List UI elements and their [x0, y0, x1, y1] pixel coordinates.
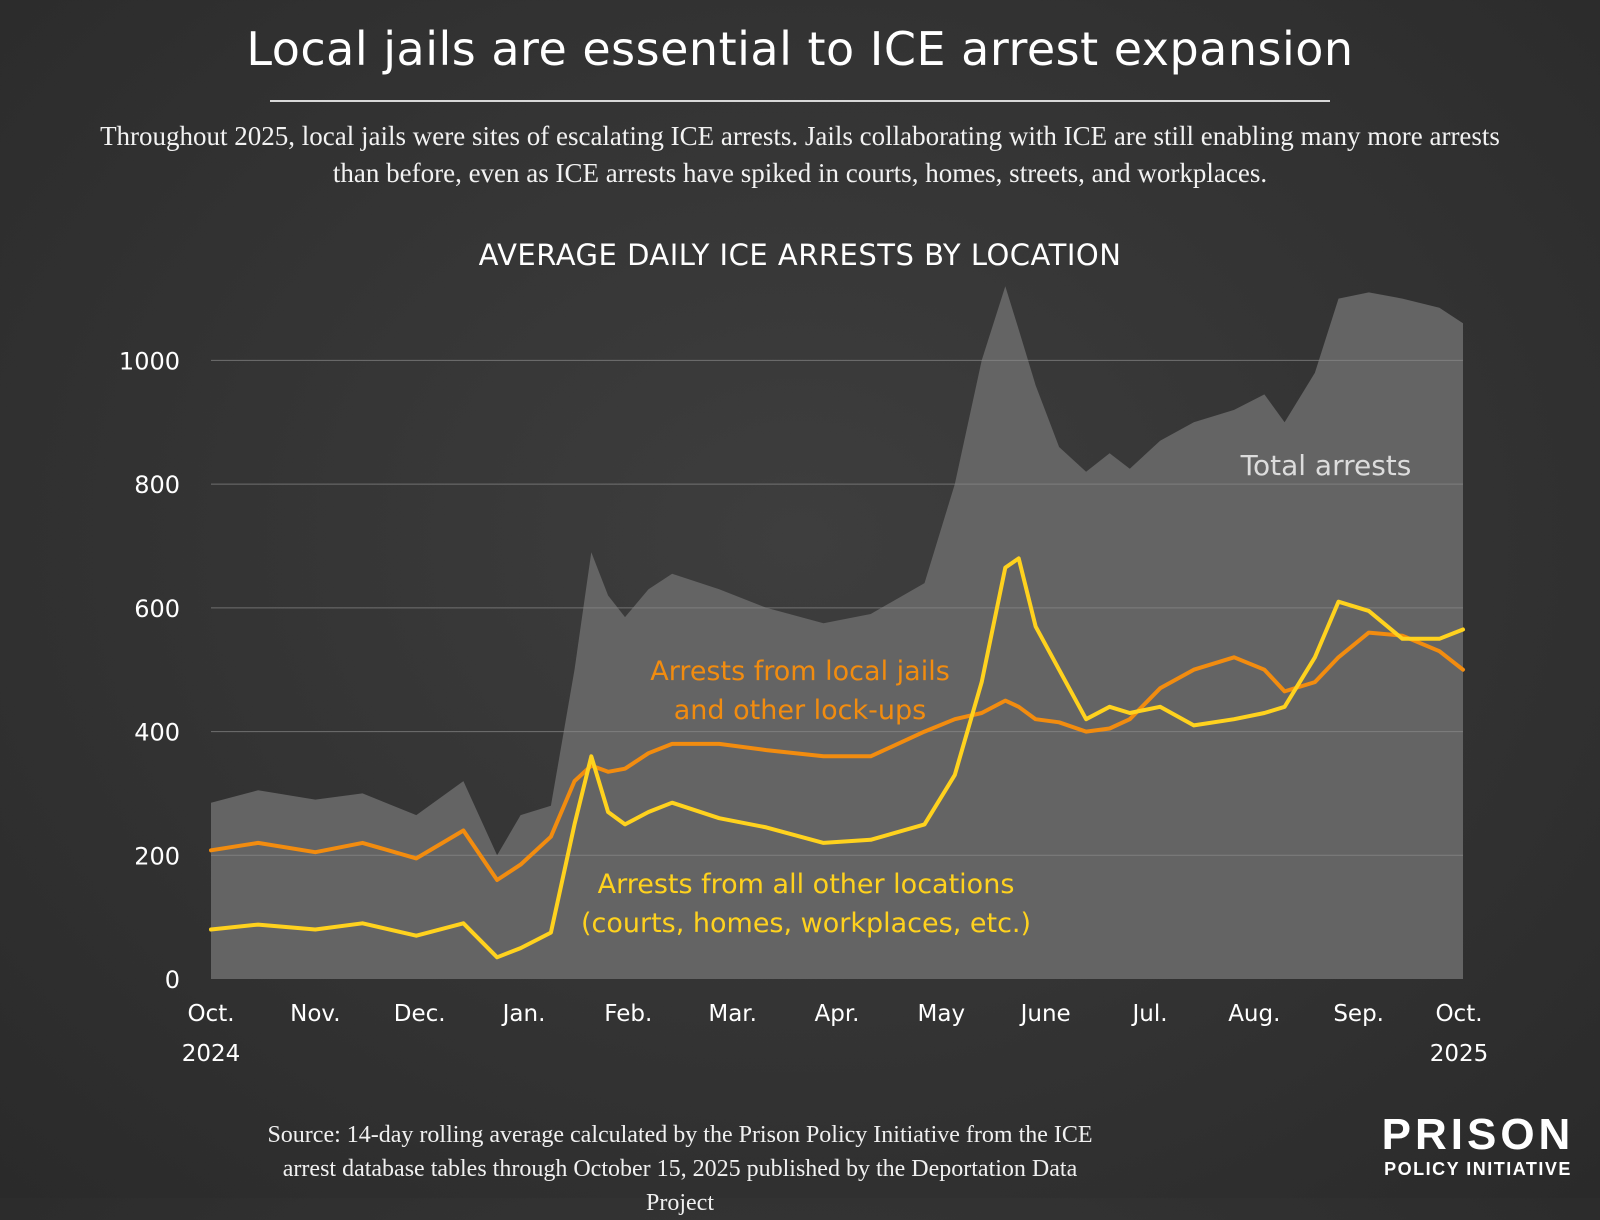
y-tick-label: 1000 — [119, 347, 180, 375]
x-tick-label: Nov. — [290, 1001, 340, 1027]
jail-arrests-label-line1: Arrests from local jails — [650, 656, 950, 687]
x-tick-label: Mar. — [708, 1001, 757, 1027]
page-title: Local jails are essential to ICE arrest … — [246, 22, 1354, 76]
other-arrests-label-line1: Arrests from all other locations — [598, 869, 1015, 900]
page-subtitle: Throughout 2025, local jails were sites … — [100, 121, 1500, 188]
x-tick-label: Dec. — [394, 1001, 446, 1027]
x-tick-label: Jan. — [501, 1001, 546, 1027]
y-tick-label: 800 — [134, 471, 180, 499]
logo-wordmark-top: PRISON — [1381, 1110, 1575, 1159]
total-arrests-label: Total arrests — [1240, 449, 1412, 482]
x-tick-label: Oct. — [1435, 1001, 1482, 1027]
total-arrests-area — [211, 286, 1463, 979]
ppi-logo: PRISON POLICY INITIATIVE — [1378, 1112, 1578, 1180]
x-tick-label: May — [918, 1001, 966, 1027]
x-tick-label: Aug. — [1228, 1001, 1280, 1027]
x-tick-label: Oct. — [187, 1001, 234, 1027]
chart-title: AVERAGE DAILY ICE ARRESTS BY LOCATION — [478, 238, 1122, 272]
other-arrests-line — [209, 556, 1465, 960]
x-tick-label: June — [1019, 1001, 1071, 1027]
other-arrests-label-line2: (courts, homes, workplaces, etc.) — [581, 908, 1031, 939]
y-tick-label: 200 — [134, 842, 180, 870]
source-note: Source: 14-day rolling average calculate… — [267, 1122, 1093, 1216]
y-tick-label: 400 — [134, 719, 180, 747]
x-tick-label: Apr. — [815, 1001, 860, 1027]
x-tick-year-label: 2025 — [1430, 1041, 1489, 1067]
title-divider — [270, 100, 1330, 102]
logo-wordmark-bottom: POLICY INITIATIVE — [1384, 1159, 1572, 1179]
x-tick-year-label: 2024 — [182, 1041, 241, 1067]
jail-arrests-label-line2: and other lock-ups — [674, 695, 926, 726]
y-tick-label: 600 — [134, 595, 180, 623]
jail-arrests-line — [209, 630, 1465, 882]
x-tick-label: Sep. — [1333, 1001, 1384, 1027]
x-tick-label: Feb. — [604, 1001, 652, 1027]
x-tick-label: Jul. — [1130, 1001, 1167, 1027]
y-tick-label: 0 — [165, 966, 180, 994]
